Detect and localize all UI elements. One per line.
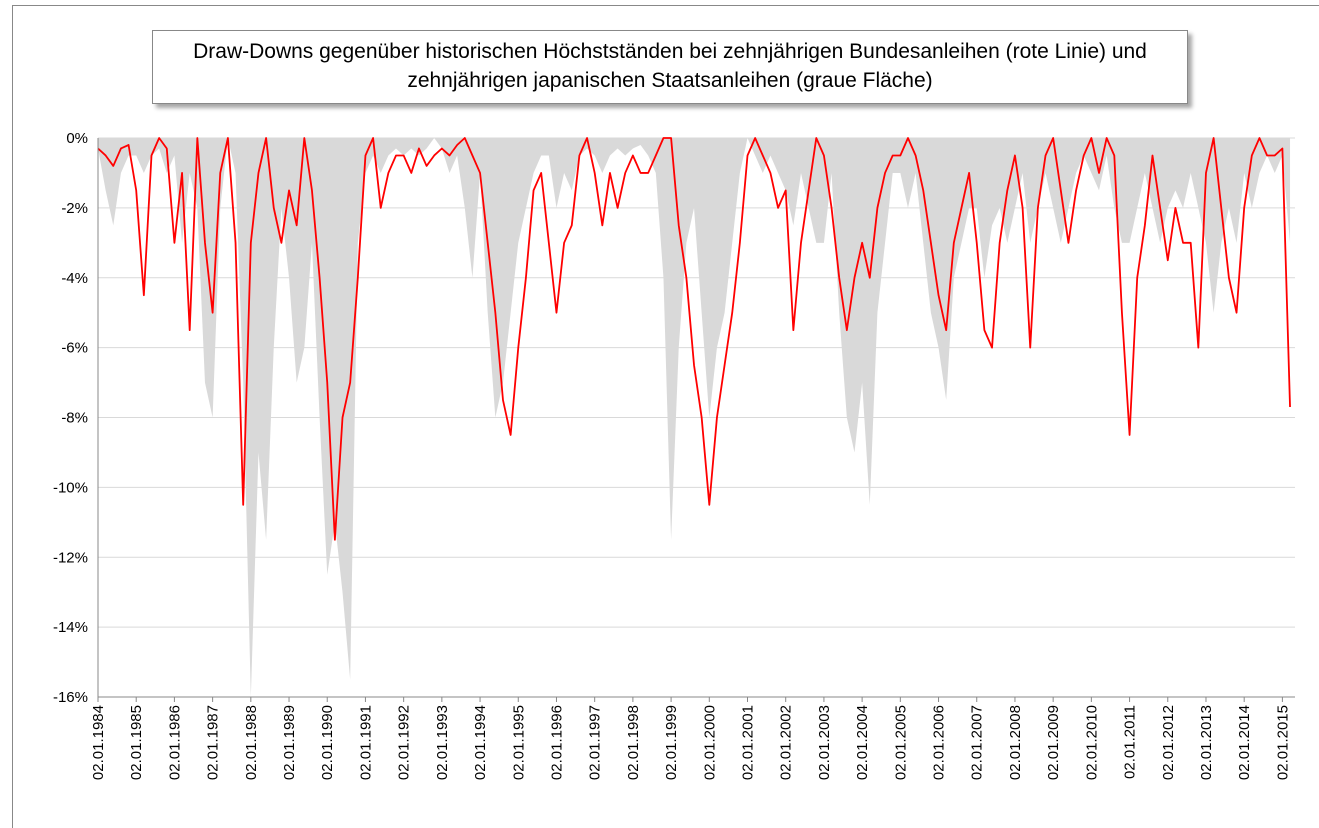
x-tick-label: 02.01.2015	[1274, 705, 1291, 780]
x-tick-label: 02.01.1990	[319, 705, 336, 780]
x-tick-label: 02.01.1989	[281, 705, 298, 780]
x-tick-label: 02.01.2005	[892, 705, 909, 780]
chart-border	[12, 5, 1319, 828]
x-tick-label: 02.01.2004	[854, 705, 871, 780]
y-tick-label: -6%	[61, 340, 88, 357]
x-tick-label: 02.01.1984	[90, 705, 107, 780]
x-tick-label: 02.01.1996	[548, 705, 565, 780]
x-tick-label: 02.01.1992	[396, 705, 413, 780]
y-tick-label: -14%	[53, 619, 88, 636]
x-tick-label: 02.01.2010	[1083, 705, 1100, 780]
y-tick-label: -10%	[53, 479, 88, 496]
x-tick-label: 02.01.1986	[166, 705, 183, 780]
y-tick-label: -12%	[53, 549, 88, 566]
x-tick-label: 02.01.1994	[472, 705, 489, 780]
x-tick-label: 02.01.1999	[663, 705, 680, 780]
y-tick-label: -2%	[61, 200, 88, 217]
y-tick-label: -16%	[53, 689, 88, 706]
x-tick-label: 02.01.1993	[434, 705, 451, 780]
x-tick-label: 02.01.2014	[1236, 705, 1253, 780]
x-tick-label: 02.01.1997	[587, 705, 604, 780]
x-tick-label: 02.01.2000	[701, 705, 718, 780]
x-tick-label: 02.01.1995	[510, 705, 527, 780]
x-tick-label: 02.01.2003	[816, 705, 833, 780]
x-tick-label: 02.01.2009	[1045, 705, 1062, 780]
x-tick-label: 02.01.2001	[740, 705, 757, 780]
area	[98, 138, 1291, 697]
line	[97, 137, 1291, 541]
x-tick-label: 02.01.1998	[625, 705, 642, 780]
y-tick-label: 0%	[66, 130, 88, 147]
x-tick-label: 02.01.2007	[969, 705, 986, 780]
y-tick-label: -4%	[61, 270, 88, 287]
x-tick-label: 02.01.1985	[128, 705, 145, 780]
x-tick-label: 02.01.2008	[1007, 705, 1024, 780]
x-tick-label: 02.01.1991	[357, 705, 374, 780]
x-tick-label: 02.01.2002	[778, 705, 795, 780]
x-tick-label: 02.01.2013	[1198, 705, 1215, 780]
x-tick-label: 02.01.1987	[205, 705, 222, 780]
y-tick-label: -8%	[61, 410, 88, 427]
x-tick-label: 02.01.1988	[243, 705, 260, 780]
x-tick-label: 02.01.2006	[931, 705, 948, 780]
x-tick-label: 02.01.2011	[1122, 705, 1139, 779]
chart-title: Draw-Downs gegenüber historischen Höchst…	[152, 30, 1188, 104]
x-tick-label: 02.01.2012	[1160, 705, 1177, 780]
